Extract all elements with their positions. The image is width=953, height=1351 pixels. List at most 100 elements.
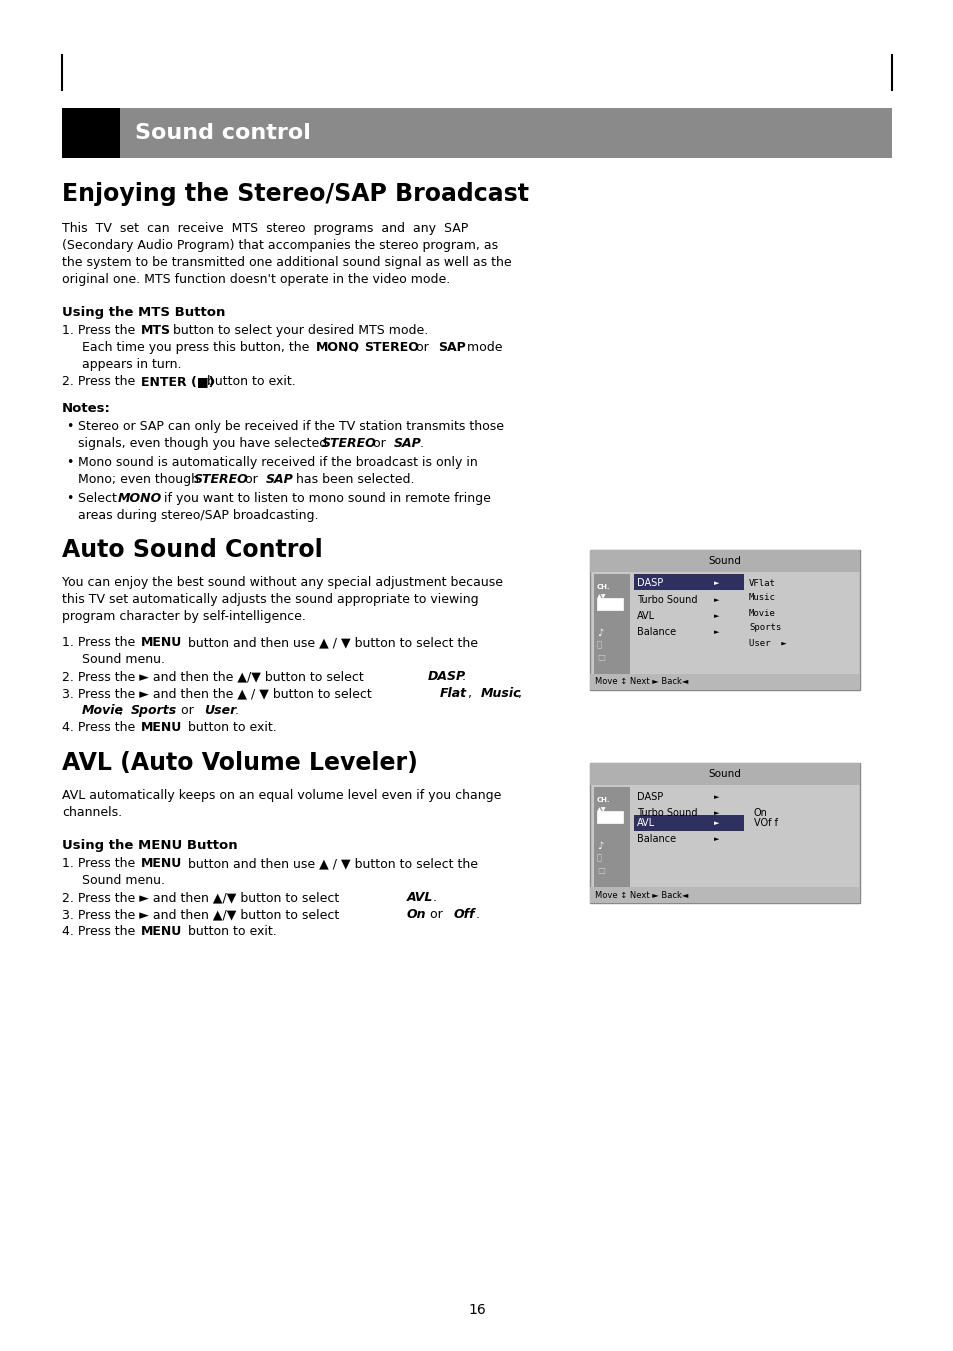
Text: VFlat: VFlat — [748, 578, 775, 588]
Text: AVL automatically keeps on an equal volume level even if you change: AVL automatically keeps on an equal volu… — [62, 789, 501, 802]
Text: signals, even though you have selected: signals, even though you have selected — [78, 436, 331, 450]
Text: DASP: DASP — [637, 792, 662, 802]
Text: 2. Press the: 2. Press the — [62, 376, 139, 388]
Text: SAP: SAP — [394, 436, 421, 450]
Text: Each time you press this button, the: Each time you press this button, the — [82, 340, 313, 354]
Text: Balance: Balance — [637, 834, 676, 844]
Text: ▲▼: ▲▼ — [597, 594, 606, 598]
Text: ,: , — [354, 340, 361, 354]
Text: button to exit.: button to exit. — [184, 925, 276, 938]
Text: Sound menu.: Sound menu. — [82, 874, 165, 888]
Text: 3. Press the ► and then ▲/▼ button to select: 3. Press the ► and then ▲/▼ button to se… — [62, 908, 343, 921]
Text: □: □ — [597, 653, 604, 662]
Text: Using the MTS Button: Using the MTS Button — [62, 305, 225, 319]
Bar — [589, 763, 859, 785]
Text: ►: ► — [713, 613, 719, 619]
Text: STEREO: STEREO — [364, 340, 418, 354]
Text: CH.: CH. — [597, 797, 610, 802]
Text: ►: ► — [713, 630, 719, 635]
Text: User: User — [204, 704, 236, 717]
Text: button and then use ▲ / ▼ button to select the: button and then use ▲ / ▼ button to sele… — [184, 857, 477, 870]
Text: On: On — [753, 808, 767, 817]
Text: MENU: MENU — [141, 925, 182, 938]
Text: Sports: Sports — [131, 704, 177, 717]
Text: or: or — [177, 704, 197, 717]
Text: ►: ► — [713, 811, 719, 816]
Text: CH.: CH. — [597, 584, 610, 590]
Text: or: or — [426, 908, 446, 921]
Text: •: • — [66, 492, 73, 505]
Text: This  TV  set  can  receive  MTS  stereo  programs  and  any  SAP: This TV set can receive MTS stereo progr… — [62, 222, 468, 235]
Text: Move ↕ Next ► Back◄: Move ↕ Next ► Back◄ — [595, 890, 688, 900]
Text: Turbo Sound: Turbo Sound — [637, 594, 697, 605]
Text: ►: ► — [713, 580, 719, 586]
Bar — [597, 598, 622, 611]
Bar — [634, 815, 743, 831]
Text: Sports: Sports — [748, 624, 781, 632]
Text: Stereo or SAP can only be received if the TV station transmits those: Stereo or SAP can only be received if th… — [78, 420, 503, 434]
Bar — [634, 574, 743, 590]
Text: 4. Press the: 4. Press the — [62, 721, 139, 734]
Bar — [594, 574, 629, 674]
Text: ►: ► — [713, 820, 719, 825]
Text: On: On — [407, 908, 426, 921]
Text: Sound control: Sound control — [135, 123, 311, 143]
Bar — [589, 763, 859, 902]
Text: button to select your desired MTS mode.: button to select your desired MTS mode. — [169, 324, 428, 336]
Text: 1. Press the: 1. Press the — [62, 857, 139, 870]
Text: (Secondary Audio Program) that accompanies the stereo program, as: (Secondary Audio Program) that accompani… — [62, 239, 497, 253]
Text: AVL: AVL — [637, 611, 655, 621]
Text: ,: , — [119, 704, 127, 717]
Text: AVL: AVL — [407, 892, 433, 904]
Text: SAP: SAP — [437, 340, 465, 354]
Text: button and then use ▲ / ▼ button to select the: button and then use ▲ / ▼ button to sele… — [184, 636, 477, 648]
Text: Off: Off — [454, 908, 476, 921]
Bar — [62, 108, 120, 158]
Text: Balance: Balance — [637, 627, 676, 638]
Bar — [589, 550, 859, 690]
Bar — [589, 674, 859, 690]
Text: Mono sound is automatically received if the broadcast is only in: Mono sound is automatically received if … — [78, 457, 477, 469]
Text: MTS: MTS — [141, 324, 171, 336]
Text: ⧗: ⧗ — [597, 640, 601, 648]
Text: 2. Press the ► and then the ▲/▼ button to select: 2. Press the ► and then the ▲/▼ button t… — [62, 670, 367, 684]
Text: MENU: MENU — [141, 636, 182, 648]
Text: Enjoying the Stereo/SAP Broadcast: Enjoying the Stereo/SAP Broadcast — [62, 182, 529, 205]
Text: Select: Select — [78, 492, 121, 505]
Text: ,: , — [517, 688, 521, 700]
Text: original one. MTS function doesn't operate in the video mode.: original one. MTS function doesn't opera… — [62, 273, 450, 286]
Bar — [594, 788, 629, 888]
Text: ENTER (■): ENTER (■) — [141, 376, 214, 388]
Text: 3. Press the ► and then the ▲ / ▼ button to select: 3. Press the ► and then the ▲ / ▼ button… — [62, 688, 375, 700]
Text: program character by self-intelligence.: program character by self-intelligence. — [62, 611, 306, 623]
Text: Sound menu.: Sound menu. — [82, 653, 165, 666]
Text: has been selected.: has been selected. — [292, 473, 414, 486]
Text: MENU: MENU — [141, 857, 182, 870]
Text: Move ↕ Next ► Back◄: Move ↕ Next ► Back◄ — [595, 677, 688, 686]
Text: or: or — [369, 436, 390, 450]
Text: button to exit.: button to exit. — [203, 376, 295, 388]
Text: STEREO: STEREO — [193, 473, 249, 486]
Text: Auto Sound Control: Auto Sound Control — [62, 538, 322, 562]
Text: ►: ► — [713, 597, 719, 603]
Text: ▲▼: ▲▼ — [597, 807, 606, 812]
Bar — [120, 108, 891, 158]
Text: Music: Music — [748, 593, 775, 603]
Text: MONO: MONO — [118, 492, 162, 505]
Text: You can enjoy the best sound without any special adjustment because: You can enjoy the best sound without any… — [62, 576, 502, 589]
Text: Notes:: Notes: — [62, 403, 111, 415]
Text: this TV set automatically adjusts the sound appropriate to viewing: this TV set automatically adjusts the so… — [62, 593, 478, 607]
Text: DASP: DASP — [428, 670, 466, 684]
Text: or: or — [241, 473, 261, 486]
Text: Using the MENU Button: Using the MENU Button — [62, 839, 237, 852]
Text: •: • — [66, 420, 73, 434]
Text: .: . — [476, 908, 479, 921]
Text: .: . — [461, 670, 465, 684]
Text: Mono; even though: Mono; even though — [78, 473, 203, 486]
Text: VOf f: VOf f — [753, 817, 778, 828]
Text: channels.: channels. — [62, 807, 122, 819]
Text: STEREO: STEREO — [322, 436, 376, 450]
Text: areas during stereo/SAP broadcasting.: areas during stereo/SAP broadcasting. — [78, 509, 318, 521]
Bar — [597, 811, 622, 823]
Text: 1. Press the: 1. Press the — [62, 636, 139, 648]
